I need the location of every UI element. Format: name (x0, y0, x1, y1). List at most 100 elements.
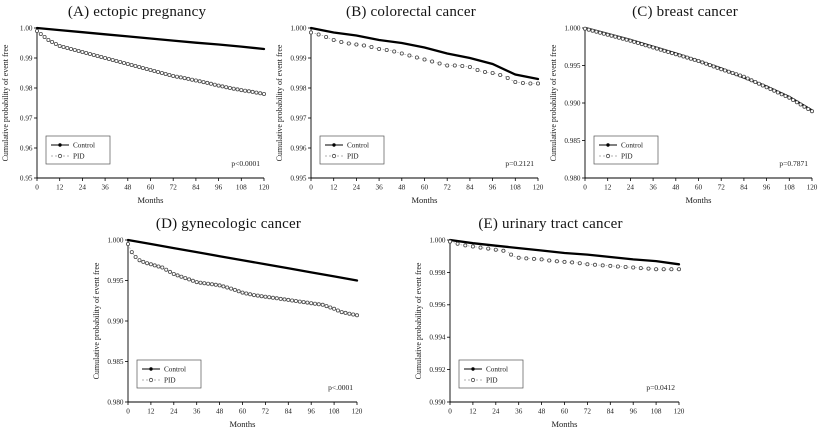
x-tick-label: 120 (807, 184, 818, 192)
x-tick-label: 36 (102, 184, 110, 192)
pid-marker (741, 74, 746, 79)
pid-marker (615, 264, 620, 269)
pid-marker (228, 286, 233, 291)
y-tick-label: 0.999 (290, 54, 307, 62)
survival-plot-gynecologic-cancer: 0 12 24 36 48 60 72 84 96 108 120 1.000 0.995 0.990 0.… (92, 236, 363, 429)
pid-marker (617, 35, 622, 40)
pid-marker (190, 77, 195, 82)
pid-marker (704, 61, 709, 66)
pid-marker (577, 261, 582, 266)
pid-marker (753, 80, 758, 85)
pid-marker (666, 49, 671, 54)
y-tick-label: 0.990 (564, 99, 581, 107)
pid-marker (114, 59, 119, 64)
pid-marker (201, 281, 206, 286)
legend-control-marker-icon (606, 143, 610, 147)
legend-label-control: Control (73, 141, 95, 149)
pid-marker (232, 287, 237, 292)
pid-marker (722, 68, 727, 73)
pid-marker (452, 63, 457, 68)
pid-marker (460, 64, 465, 69)
pid-marker (554, 259, 559, 264)
pid-marker (711, 64, 716, 69)
pid-marker (605, 32, 610, 37)
x-tick-label: 12 (604, 184, 612, 192)
pid-marker (144, 261, 149, 266)
pid-marker (231, 86, 236, 91)
pid-marker (312, 301, 317, 306)
y-tick-label: 0.998 (429, 269, 446, 277)
pid-marker (478, 245, 483, 250)
pid-marker (342, 310, 347, 315)
pid-marker (779, 92, 784, 97)
pid-marker (193, 78, 198, 83)
legend-label-control: Control (347, 141, 369, 149)
panel-title-b: (B) colorectal cancer (346, 4, 476, 20)
x-tick-label: 12 (330, 184, 338, 192)
x-tick-label: 36 (515, 408, 523, 416)
pid-marker (715, 65, 720, 70)
pid-marker (462, 243, 467, 248)
y-tick-labels: 1.00 0.99 0.98 0.97 0.96 0.95 (20, 24, 37, 182)
x-tick-label: 108 (650, 408, 661, 416)
pid-marker (69, 46, 74, 51)
pid-series-markers (35, 29, 266, 97)
pid-marker (80, 49, 85, 54)
pid-marker (125, 62, 130, 67)
survival-plot-ectopic-pregnancy: 0 12 24 36 48 60 72 84 96 108 120 1.00 0.99 0.98 0.97 0… (1, 24, 270, 205)
pid-marker (95, 54, 100, 59)
pid-marker (331, 37, 336, 42)
y-tick-labels: 1.000 0.998 0.996 0.994 0.992 0.990 (429, 236, 450, 406)
y-tick-label: 0.99 (20, 54, 33, 62)
y-axis-title: Cumulative probability of event free (275, 44, 284, 161)
pid-marker (470, 244, 475, 249)
x-tick-label: 12 (56, 184, 64, 192)
p-value-label: p=0.7871 (779, 159, 808, 168)
legend-control-marker-icon (470, 367, 475, 371)
pid-marker (53, 41, 58, 46)
pid-marker (586, 27, 591, 32)
x-tick-label: 72 (583, 408, 591, 416)
pid-series-markers (125, 241, 359, 318)
pid-marker (213, 282, 218, 287)
pid-marker (749, 78, 754, 83)
x-tick-label: 96 (763, 184, 771, 192)
legend-box: Control PID (593, 135, 659, 165)
pid-marker (505, 76, 510, 81)
pid-marker (764, 85, 769, 90)
pid-marker (266, 295, 271, 300)
pid-marker (35, 29, 40, 34)
p-value-label: p=0.0412 (646, 383, 675, 392)
pid-marker (692, 57, 697, 62)
pid-marker (377, 46, 382, 51)
pid-marker (133, 64, 138, 69)
x-tick-label: 0 (35, 184, 39, 192)
pid-marker (239, 88, 244, 93)
x-tick-label: 60 (421, 184, 429, 192)
legend-frame (593, 135, 659, 165)
pid-marker (528, 81, 533, 86)
pid-marker (129, 63, 134, 68)
pid-marker (243, 291, 248, 296)
legend-label-pid: PID (164, 376, 176, 384)
pid-marker (261, 92, 266, 97)
y-tick-label: 0.992 (429, 366, 446, 374)
pid-marker (148, 68, 153, 73)
y-axis-title: Cumulative probability of event free (414, 262, 423, 379)
pid-marker (278, 296, 283, 301)
pid-marker (583, 26, 588, 31)
pid-marker (297, 299, 302, 304)
pid-marker (178, 75, 183, 80)
legend-frame (45, 135, 111, 165)
pid-marker (647, 44, 652, 49)
x-tick-label: 24 (627, 184, 635, 192)
pid-marker (787, 95, 792, 100)
pid-marker (140, 66, 145, 71)
pid-marker (806, 107, 811, 112)
pid-marker (467, 65, 472, 70)
legend-label-pid: PID (621, 152, 633, 160)
pid-series-line (36, 30, 265, 95)
legend-box: Control PID (136, 359, 201, 389)
pid-marker (103, 56, 108, 61)
pid-marker (99, 55, 104, 60)
